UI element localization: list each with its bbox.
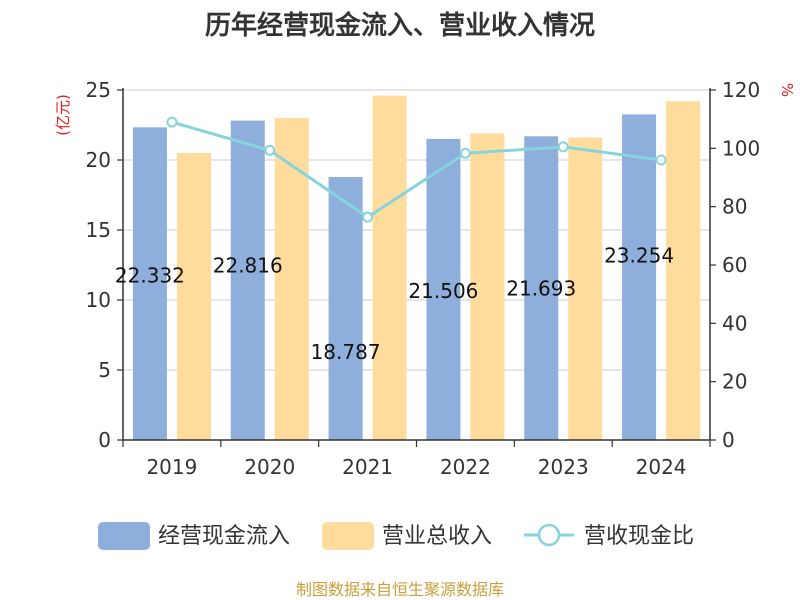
bar-cash-inflow-2020 xyxy=(230,120,265,441)
ratio-point-2023 xyxy=(557,141,569,153)
y-left-tick-label: 10 xyxy=(86,288,111,312)
legend-label-ratio: 营收现金比 xyxy=(584,524,694,549)
y-right-tick-label: 40 xyxy=(722,311,747,335)
x-tick-label: 2022 xyxy=(440,455,491,479)
y-right-tick-label: 0 xyxy=(722,428,735,452)
bar-cash-inflow-2022 xyxy=(426,138,461,440)
y-left-axis-label: (亿元) xyxy=(54,94,72,136)
data-label-cash-2020: 22.816 xyxy=(213,254,283,278)
ratio-point-2020 xyxy=(264,144,276,156)
bar-cash-inflow-2019 xyxy=(132,127,167,441)
y-right-tick-label: 60 xyxy=(722,253,747,277)
legend-swatch-cash-inflow xyxy=(98,522,150,550)
x-tick-label: 2024 xyxy=(636,455,687,479)
data-label-cash-2019: 22.332 xyxy=(115,263,185,287)
y-right-tick-label: 120 xyxy=(722,78,760,102)
data-label-cash-2021: 18.787 xyxy=(311,340,381,364)
data-labels: 22.332 22.816 18.787 21.506 21.693 23.254 xyxy=(115,243,674,364)
legend-label-revenue: 营业总收入 xyxy=(382,524,492,549)
chart-title: 历年经营现金流入、营业收入情况 xyxy=(205,10,595,41)
x-tick-label: 2023 xyxy=(538,455,589,479)
legend-swatch-ratio-marker xyxy=(537,523,561,547)
y-left-tick-label: 20 xyxy=(86,148,111,172)
x-tick-label: 2020 xyxy=(244,455,295,479)
y-right-tick-label: 20 xyxy=(722,370,747,394)
ratio-point-2021 xyxy=(362,211,374,223)
ratio-point-2019 xyxy=(166,116,178,128)
data-label-cash-2024: 23.254 xyxy=(604,243,674,267)
bar-cash-inflow-2024 xyxy=(622,114,657,440)
x-tick-label: 2021 xyxy=(342,455,393,479)
series-cash-inflow-bars xyxy=(132,114,657,441)
legend: 经营现金流入 营业总收入 营收现金比 xyxy=(98,522,694,550)
y-left-tick-label: 15 xyxy=(86,218,111,242)
y-right-tick-label: 100 xyxy=(722,136,760,160)
tick-labels: 0 5 10 15 20 25 0 20 40 60 80 100 120 2019 2020 2021 202… xyxy=(86,78,761,479)
legend-swatch-revenue xyxy=(322,522,374,550)
ratio-point-2022 xyxy=(459,147,471,159)
series-revenue-bars xyxy=(176,95,701,440)
series-ratio-line xyxy=(166,116,667,223)
bar-cash-inflow-2023 xyxy=(524,136,559,440)
bar-revenue-2022 xyxy=(470,133,505,440)
bar-revenue-2021 xyxy=(372,95,407,440)
bar-revenue-2019 xyxy=(176,153,211,440)
ratio-line-path xyxy=(171,120,662,219)
y-right-tick-label: 80 xyxy=(722,195,747,219)
ratio-point-2024 xyxy=(655,154,667,166)
y-left-tick-label: 0 xyxy=(98,428,111,452)
x-tick-label: 2019 xyxy=(146,455,197,479)
bar-revenue-2023 xyxy=(568,137,603,440)
y-left-tick-label: 25 xyxy=(86,78,111,102)
data-label-cash-2023: 21.693 xyxy=(506,276,576,300)
source-note: 制图数据来自恒生聚源数据库 xyxy=(296,580,504,599)
bar-revenue-2024 xyxy=(666,101,701,440)
bar-cash-inflow-2021 xyxy=(328,176,363,440)
y-left-tick-label: 5 xyxy=(98,358,111,382)
axes xyxy=(117,88,716,447)
legend-label-cash-inflow: 经营现金流入 xyxy=(158,524,290,549)
data-label-cash-2022: 21.506 xyxy=(408,279,478,303)
y-right-axis-label: % xyxy=(778,83,796,97)
